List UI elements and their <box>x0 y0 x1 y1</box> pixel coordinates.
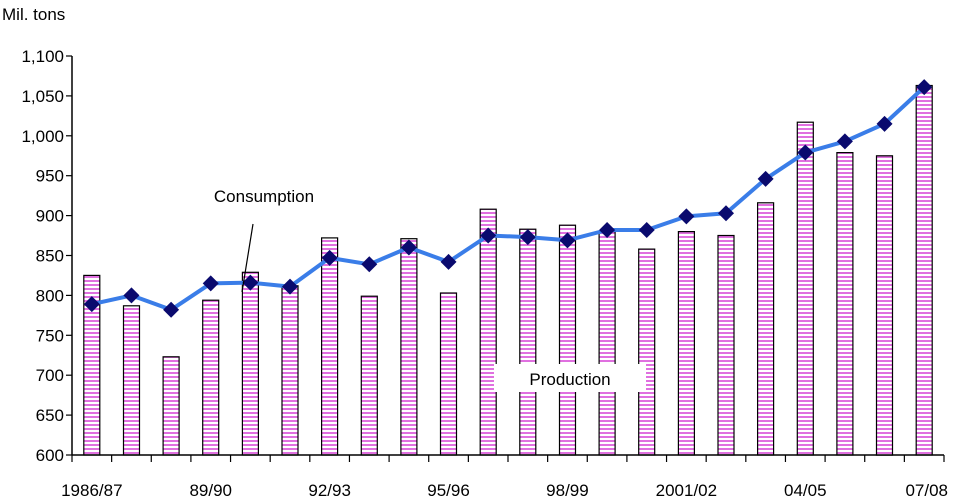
consumption-line <box>91 85 926 312</box>
production-annotation-box <box>494 364 646 392</box>
consumption-point-04/05 <box>797 144 814 161</box>
consumption-point-99/2000 <box>599 221 616 238</box>
production-bar-98/99 <box>558 224 577 456</box>
production-bar-95/96 <box>439 292 458 456</box>
consumption-line-group <box>83 79 933 318</box>
production-bar-05/06 <box>836 152 854 456</box>
consumption-point-02/03 <box>718 205 734 222</box>
production-bar-90/91 <box>241 271 259 456</box>
production-bar-07/08 <box>915 84 933 456</box>
consumption-point-91/92 <box>282 278 298 295</box>
consumption-point-93/94 <box>361 256 378 273</box>
y-tick-label: 750 <box>36 326 64 345</box>
x-tick-label: 04/05 <box>784 481 827 500</box>
x-tick-label: 89/90 <box>189 481 232 500</box>
y-tick-label: 1,100 <box>21 47 64 66</box>
production-bar-94/95 <box>400 238 418 456</box>
axes: 600 650 700 750 800 850 900 950 1,000 1,050 1,100 1… <box>21 47 948 500</box>
x-tick-label: 1986/87 <box>61 481 122 500</box>
production-bar-2000/01 <box>638 248 656 456</box>
consumption-point-07/08 <box>916 79 933 96</box>
y-tick-label: 1,000 <box>21 127 64 146</box>
production-bar-04/05 <box>796 121 814 456</box>
consumption-point-90/91 <box>242 274 259 291</box>
production-bar-06/07 <box>875 155 894 456</box>
x-tick-label: 92/93 <box>308 481 351 500</box>
consumption-point-94/95 <box>400 239 417 256</box>
x-tick-label: 98/99 <box>546 481 589 500</box>
production-bar-97/98 <box>519 228 537 456</box>
y-tick-label: 650 <box>36 406 64 425</box>
production-bar-93/94 <box>360 295 378 456</box>
consumption-annotation: Consumption <box>214 187 314 206</box>
production-bar-91/92 <box>281 285 299 456</box>
production-bar-87/88 <box>122 305 141 456</box>
production-bar-2001/02 <box>677 231 696 456</box>
consumption-point-95/96 <box>440 253 457 270</box>
consumption-point-03/04 <box>757 170 774 187</box>
production-annotation: Production <box>529 370 610 389</box>
production-bar-99/2000 <box>598 231 616 456</box>
consumption-point-06/07 <box>876 115 893 132</box>
y-tick-label: 600 <box>36 446 64 465</box>
production-bar-89/90 <box>202 299 220 456</box>
x-tick-label: 07/08 <box>905 481 948 500</box>
y-axis-title: Mil. tons <box>2 5 65 24</box>
annotations: Consumption Production <box>214 187 646 392</box>
production-bar-96/97 <box>479 208 497 456</box>
x-tick-label: 2001/02 <box>656 481 717 500</box>
consumption-point-97/98 <box>519 229 536 246</box>
production-bar-88/89 <box>162 356 180 456</box>
consumption-point-89/90 <box>202 275 219 292</box>
y-tick-label: 950 <box>36 167 64 186</box>
y-tick-label: 900 <box>36 207 64 226</box>
x-tick-label: 95/96 <box>427 481 470 500</box>
consumption-point-05/06 <box>836 133 853 150</box>
y-tick-label: 1,050 <box>21 87 64 106</box>
production-bar-02/03 <box>717 234 735 456</box>
consumption-point-87/88 <box>123 287 140 304</box>
production-bar-03/04 <box>756 202 775 456</box>
consumption-leader-line <box>241 223 254 293</box>
y-tick-label: 800 <box>36 286 64 305</box>
y-tick-label: 700 <box>36 366 64 385</box>
y-tick-label: 850 <box>36 247 64 266</box>
consumption-point-96/97 <box>480 227 497 244</box>
consumption-point-1986/87 <box>83 296 100 313</box>
consumption-point-2000/01 <box>638 221 655 238</box>
consumption-point-88/89 <box>163 301 180 318</box>
production-bar-92/93 <box>321 237 339 456</box>
consumption-point-98/99 <box>559 232 576 249</box>
consumption-point-92/93 <box>321 249 338 266</box>
production-bars <box>83 84 933 456</box>
consumption-point-2001/02 <box>678 208 695 225</box>
